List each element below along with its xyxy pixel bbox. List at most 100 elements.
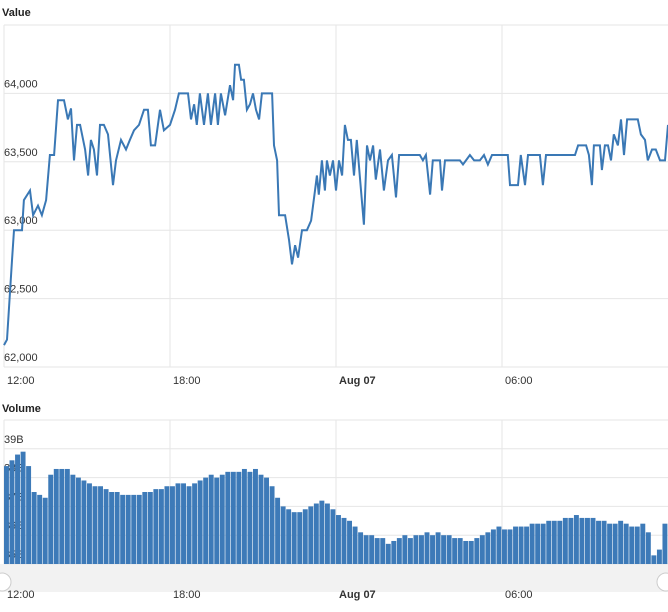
- value-line: [3, 63, 668, 346]
- bar: [529, 523, 535, 564]
- bar: [358, 532, 364, 564]
- y-tick-label: 64,000: [4, 78, 38, 90]
- bar: [662, 523, 668, 564]
- bar: [502, 529, 507, 564]
- bar: [330, 509, 336, 564]
- chart-title: Volume: [2, 403, 41, 415]
- bar: [407, 538, 413, 564]
- bar: [20, 451, 26, 564]
- bar: [225, 471, 231, 564]
- bar: [236, 471, 242, 564]
- bar: [336, 515, 341, 564]
- bar: [424, 532, 430, 564]
- bar: [269, 486, 275, 564]
- bar: [585, 517, 590, 564]
- bar: [402, 535, 408, 564]
- bar: [568, 517, 574, 564]
- bar: [81, 480, 87, 564]
- bar: [618, 520, 624, 564]
- bar: [385, 543, 391, 564]
- bar: [9, 460, 15, 564]
- bar: [219, 474, 225, 564]
- x-tick-label: Aug 07: [339, 589, 376, 601]
- bar: [535, 523, 541, 564]
- bar: [103, 489, 109, 564]
- bar: [92, 486, 98, 564]
- bar: [153, 489, 159, 564]
- y-tick-label: 62,500: [4, 284, 38, 296]
- bar: [640, 523, 646, 564]
- bar: [452, 538, 458, 564]
- bar: [513, 526, 518, 564]
- bar: [98, 486, 103, 564]
- bar: [75, 477, 81, 564]
- bar: [87, 483, 92, 564]
- x-tick-label: 06:00: [505, 375, 533, 387]
- bar: [629, 526, 635, 564]
- bar: [31, 492, 37, 564]
- bar: [441, 535, 447, 564]
- bar: [136, 494, 142, 564]
- bar: [612, 523, 618, 564]
- x-tick-label: 18:00: [173, 589, 201, 601]
- bar: [313, 503, 319, 564]
- bar: [208, 474, 214, 564]
- bar: [562, 517, 568, 564]
- bar: [446, 535, 452, 564]
- bar: [573, 515, 579, 564]
- y-tick-label: 62,000: [4, 352, 38, 364]
- bar: [15, 454, 20, 564]
- bar: [302, 509, 308, 564]
- bar: [164, 486, 170, 564]
- bar: [197, 480, 203, 564]
- bar: [241, 468, 247, 564]
- bar: [64, 468, 70, 564]
- bar: [297, 512, 303, 564]
- bar: [131, 494, 137, 564]
- y-tick-label: 63,000: [4, 215, 38, 227]
- bar: [175, 483, 181, 564]
- bar: [26, 466, 32, 564]
- x-tick-label: Aug 07: [339, 375, 376, 387]
- bar: [524, 526, 530, 564]
- bar: [264, 477, 269, 564]
- bar: [419, 535, 424, 564]
- bar: [391, 540, 397, 564]
- navigator-handle[interactable]: [656, 572, 668, 592]
- bar: [607, 523, 613, 564]
- bar: [203, 477, 209, 564]
- navigator-handle[interactable]: [0, 572, 12, 592]
- bar: [634, 526, 640, 564]
- bar: [48, 474, 54, 564]
- bar: [280, 506, 286, 564]
- bar: [468, 540, 474, 564]
- bar: [4, 466, 9, 564]
- y-tick-label: 63,500: [4, 147, 38, 159]
- bar: [413, 535, 419, 564]
- bar: [596, 520, 601, 564]
- chart-title: Value: [2, 7, 31, 19]
- bar: [601, 520, 607, 564]
- bar: [579, 517, 585, 564]
- bar: [347, 520, 352, 564]
- bar: [192, 483, 198, 564]
- bar: [70, 474, 76, 564]
- bar: [247, 471, 253, 564]
- bar: [540, 523, 546, 564]
- bar: [518, 526, 524, 564]
- bar: [158, 489, 164, 564]
- bar: [37, 494, 43, 564]
- bar: [623, 523, 629, 564]
- bar: [125, 494, 131, 564]
- bar: [109, 492, 115, 564]
- bar: [396, 538, 402, 564]
- x-tick-label: 12:00: [7, 375, 35, 387]
- bar: [557, 520, 563, 564]
- bar: [147, 492, 153, 564]
- bar: [507, 529, 513, 564]
- bar: [457, 538, 463, 564]
- bar: [120, 494, 126, 564]
- bar: [291, 512, 297, 564]
- bar: [114, 492, 120, 564]
